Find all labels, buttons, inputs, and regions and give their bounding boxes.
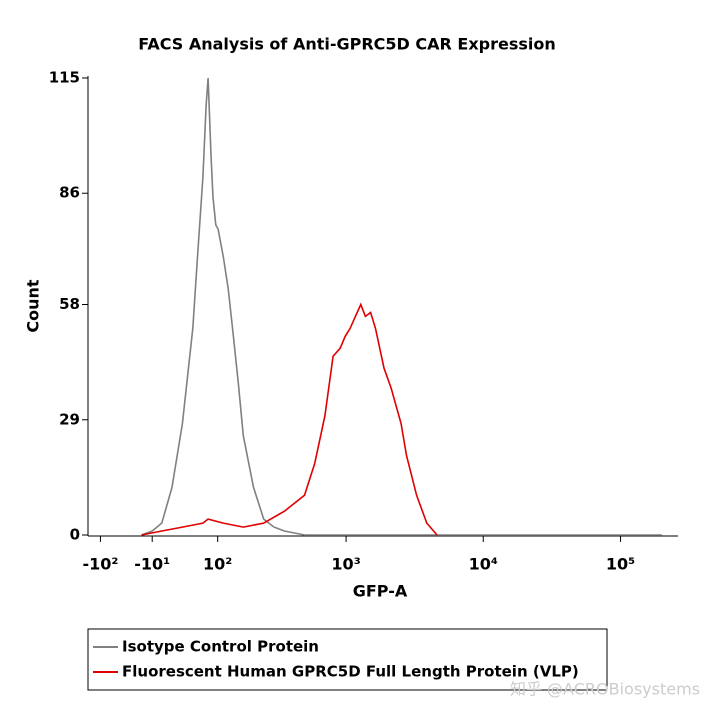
y-axis-label: Count <box>24 279 43 333</box>
y-tick-label: 0 <box>70 526 80 544</box>
x-tick-label: 10⁵ <box>606 555 635 574</box>
x-tick-label: 10³ <box>331 555 360 574</box>
histogram-line <box>141 77 662 536</box>
x-tick-label: -10² <box>82 555 118 574</box>
x-tick-label: 10⁴ <box>469 555 498 574</box>
legend-box <box>87 628 608 691</box>
y-tick-label: 115 <box>49 69 80 87</box>
histogram-line <box>141 302 438 536</box>
chart-title: FACS Analysis of Anti-GPRC5D CAR Express… <box>138 35 556 54</box>
x-tick-label: -10¹ <box>134 555 170 574</box>
x-tick-label: 10² <box>203 555 232 574</box>
legend-label: Fluorescent Human GPRC5D Full Length Pro… <box>122 663 579 681</box>
y-tick-label: 86 <box>59 184 80 202</box>
y-tick-label: 29 <box>59 410 80 428</box>
y-tick-label: 58 <box>59 295 80 313</box>
legend-label: Isotype Control Protein <box>122 638 319 656</box>
x-axis-label: GFP-A <box>353 582 408 601</box>
watermark: 知乎 @ACROBiosystems <box>510 680 700 699</box>
